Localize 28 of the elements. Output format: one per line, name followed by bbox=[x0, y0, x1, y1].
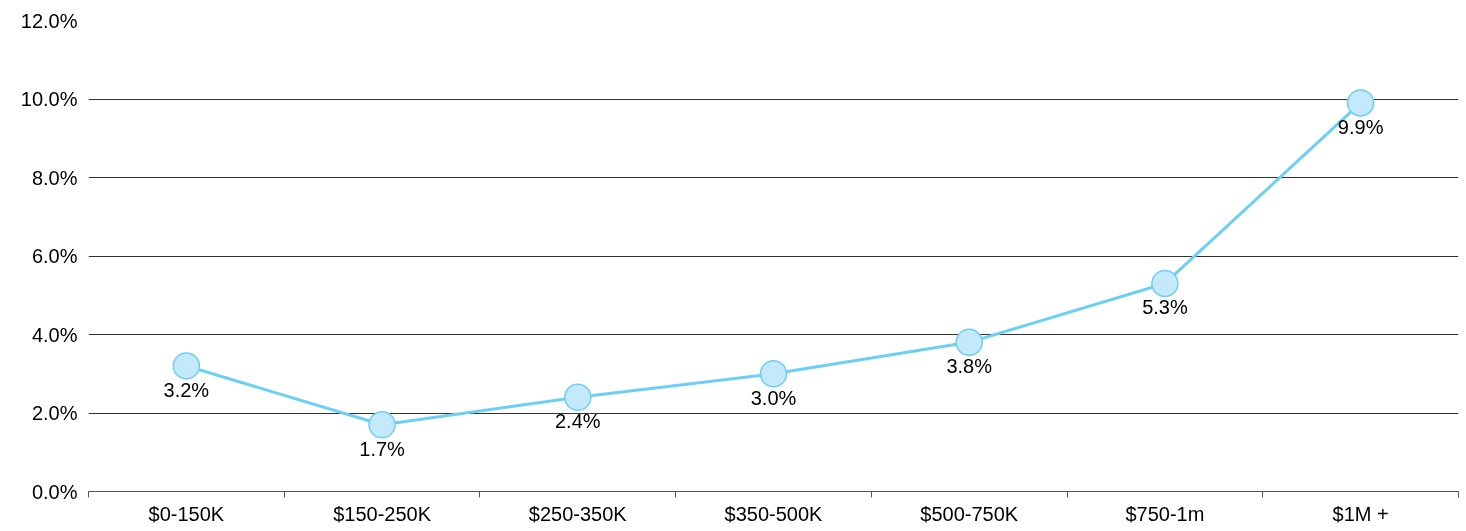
data-label: 3.2% bbox=[163, 378, 210, 401]
point bbox=[955, 328, 983, 357]
data-label: 9.9% bbox=[1337, 115, 1384, 138]
point bbox=[172, 352, 201, 380]
point bbox=[368, 411, 396, 439]
point bbox=[564, 383, 592, 412]
y-tick-label: 6.0% bbox=[31, 245, 78, 267]
data-label: 5.3% bbox=[1142, 296, 1188, 319]
y-tick-label: 12.0% bbox=[20, 9, 78, 32]
data-label: 3.8% bbox=[946, 355, 993, 378]
data-label: 3.0% bbox=[750, 386, 797, 409]
point bbox=[1151, 269, 1179, 298]
y-tick-label: 8.0% bbox=[31, 166, 78, 189]
y-tick-label: 4.0% bbox=[31, 323, 78, 346]
x-tick-label: $500-750K bbox=[920, 502, 1019, 525]
y-tick-label: 2.0% bbox=[31, 402, 78, 424]
x-tick-label: $150-250K bbox=[333, 502, 432, 525]
x-tick-label: $250-350K bbox=[528, 502, 628, 525]
x-tick-label: $350-500K bbox=[724, 502, 824, 525]
data-label: 2.4% bbox=[554, 410, 601, 433]
point bbox=[1346, 89, 1375, 117]
x-tick-label: $0-150K bbox=[148, 502, 225, 525]
y-tick-label: 0.0% bbox=[31, 480, 78, 503]
x-tick-label: $750-1m bbox=[1125, 502, 1205, 525]
x-tick-label: $1M + bbox=[1332, 502, 1389, 525]
y-tick-label: 10.0% bbox=[20, 88, 78, 110]
point bbox=[759, 360, 788, 388]
data-label: 1.7% bbox=[359, 437, 406, 460]
